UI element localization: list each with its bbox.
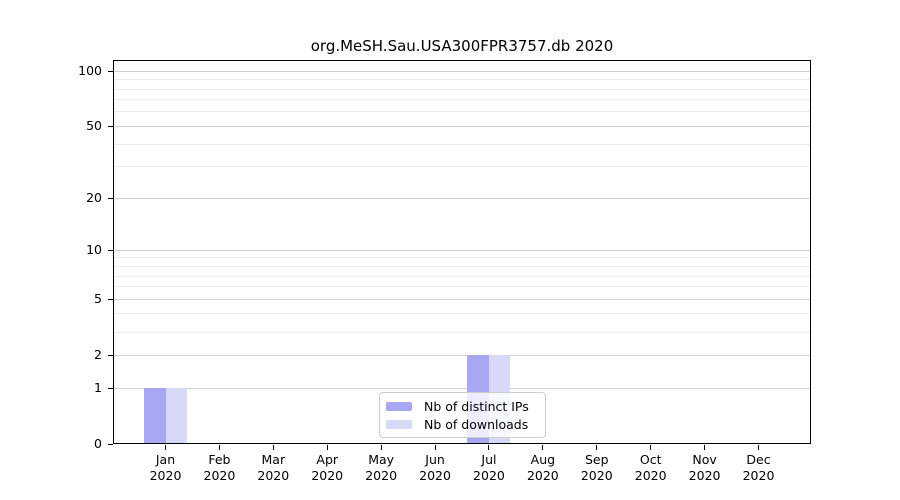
x-tick-year: 2020 — [365, 467, 398, 483]
x-tick-year: 2020 — [419, 467, 451, 483]
x-tick — [434, 445, 436, 450]
x-tick-year: 2020 — [473, 467, 505, 483]
legend-swatch-downloads — [386, 419, 412, 429]
x-tick — [596, 445, 598, 450]
x-tick-year: 2020 — [742, 467, 775, 483]
y-tick — [107, 249, 113, 251]
x-tick-month: May — [368, 452, 395, 467]
y-tick-label: 5 — [94, 291, 102, 307]
x-tick-year: 2020 — [526, 467, 559, 483]
gridline-minor — [113, 257, 811, 259]
chart-title: org.MeSH.Sau.USA300FPR3757.db 2020 — [310, 37, 614, 55]
x-tick-month: Apr — [316, 452, 339, 467]
legend: Nb of distinct IPs Nb of downloads — [379, 392, 546, 438]
x-tick-year: 2020 — [203, 467, 236, 483]
y-tick-label: 1 — [94, 380, 102, 395]
gridline-minor — [113, 166, 811, 168]
x-tick-year: 2020 — [257, 467, 290, 483]
legend-entry-downloads: Nb of downloads — [386, 415, 538, 433]
legend-swatch-distinct-ips — [386, 401, 412, 411]
x-tick-label: Sep 2020 — [570, 452, 624, 483]
x-tick-month: Mar — [261, 452, 286, 467]
x-tick-month: Feb — [208, 452, 231, 467]
y-tick-label: 0 — [94, 436, 102, 451]
y-tick — [107, 443, 113, 445]
y-tick — [107, 125, 113, 127]
bar-segment — [144, 388, 166, 444]
x-tick-month: Aug — [530, 452, 556, 467]
x-tick-label: Feb 2020 — [192, 452, 246, 483]
legend-label-downloads: Nb of downloads — [424, 416, 529, 432]
gridline-major — [113, 125, 811, 127]
gridline-minor — [113, 143, 811, 145]
x-tick-year: 2020 — [311, 467, 344, 483]
gridline-major — [113, 197, 811, 199]
gridline-minor — [113, 79, 811, 81]
gridline-minor — [113, 88, 811, 90]
x-tick — [704, 445, 706, 450]
y-tick-label: 10 — [86, 242, 102, 258]
x-tick-year: 2020 — [580, 467, 613, 483]
x-tick — [758, 445, 759, 450]
x-tick-month: Dec — [746, 452, 771, 467]
bar-segment — [165, 388, 187, 444]
x-tick-label: Oct 2020 — [624, 452, 678, 483]
legend-label-distinct-ips: Nb of distinct IPs — [424, 398, 529, 414]
legend-entry-distinct-ips: Nb of distinct IPs — [386, 397, 538, 415]
gridline-major — [113, 298, 811, 300]
x-tick-label: Dec 2020 — [732, 452, 786, 483]
gridline-minor — [113, 111, 811, 113]
x-tick-month: Jul — [481, 452, 497, 467]
x-tick-label: May 2020 — [354, 452, 408, 483]
y-tick-label: 2 — [94, 347, 102, 363]
x-tick-month: Jan — [155, 452, 176, 467]
y-tick — [107, 70, 113, 72]
gridline-major — [113, 249, 811, 251]
y-tick — [107, 387, 113, 389]
y-tick — [107, 354, 113, 356]
gridline-minor — [113, 331, 811, 333]
x-tick — [380, 445, 382, 450]
x-tick-month: Nov — [692, 452, 717, 467]
x-tick-month: Jun — [425, 452, 445, 467]
x-tick — [542, 445, 544, 450]
y-tick-label: 50 — [86, 118, 102, 134]
gridline-major — [113, 70, 811, 72]
gridline-minor — [113, 99, 811, 101]
x-tick — [650, 445, 652, 450]
gridline-minor — [113, 275, 811, 277]
x-tick — [272, 445, 274, 450]
x-tick-label: Jun 2020 — [408, 452, 462, 483]
axes-spines — [113, 60, 811, 444]
x-tick-month: Sep — [584, 452, 609, 467]
gridline-major — [113, 387, 811, 389]
x-tick-year: 2020 — [688, 467, 721, 483]
gridline-minor — [113, 266, 811, 267]
x-tick-label: Mar 2020 — [246, 452, 300, 483]
x-tick-label: Jan 2020 — [139, 452, 193, 483]
x-tick-year: 2020 — [634, 467, 667, 483]
y-tick-label: 20 — [86, 190, 102, 206]
x-tick-month: Oct — [639, 452, 662, 467]
x-tick — [488, 445, 490, 450]
x-tick-label: Nov 2020 — [678, 452, 732, 483]
x-tick-year: 2020 — [149, 467, 182, 483]
y-tick-label: 100 — [78, 63, 102, 79]
x-tick-label: Jul 2020 — [462, 452, 516, 483]
y-tick — [107, 197, 113, 199]
y-tick — [107, 298, 113, 300]
gridline-minor — [113, 286, 811, 288]
x-tick — [326, 445, 328, 450]
gridline-major — [113, 354, 811, 356]
x-tick-label: Apr 2020 — [300, 452, 354, 483]
x-tick-label: Aug 2020 — [516, 452, 570, 483]
x-tick — [165, 445, 166, 450]
x-tick — [218, 445, 220, 450]
gridline-minor — [113, 313, 811, 315]
